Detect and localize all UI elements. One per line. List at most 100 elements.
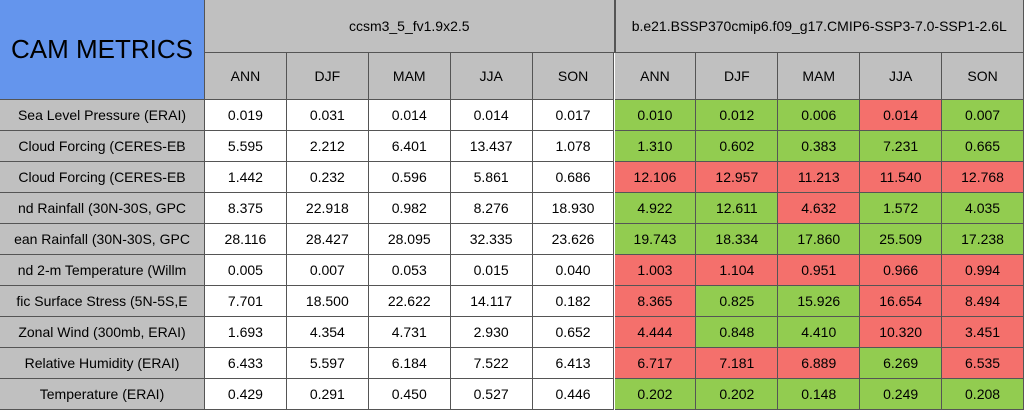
metric-value: 4.354	[286, 317, 369, 348]
row-label: Cloud Forcing (CERES-EB	[0, 131, 205, 162]
metric-value: 0.291	[286, 379, 369, 410]
metric-value: 11.540	[860, 162, 943, 193]
metric-value: 28.095	[368, 224, 451, 255]
metric-value: 0.053	[368, 255, 451, 286]
column-header: DJF	[286, 53, 369, 100]
metric-value: 0.031	[286, 100, 369, 131]
metric-value: 1.442	[205, 162, 287, 193]
metric-value: 0.007	[942, 100, 1024, 131]
column-header: MAM	[778, 53, 861, 100]
column-header: MAM	[368, 53, 451, 100]
metric-value: 0.848	[696, 317, 779, 348]
row-label: Relative Humidity (ERAI)	[0, 348, 205, 379]
metric-value: 28.427	[286, 224, 369, 255]
column-header: SON	[942, 53, 1024, 100]
metric-value: 7.522	[450, 348, 533, 379]
metric-value: 2.930	[450, 317, 533, 348]
metric-value: 18.500	[286, 286, 369, 317]
column-header: ANN	[205, 53, 287, 100]
metric-value: 0.383	[778, 131, 861, 162]
table-title: CAM METRICS	[0, 0, 205, 100]
metric-value: 4.731	[368, 317, 451, 348]
metric-value: 5.861	[450, 162, 533, 193]
metric-value: 6.433	[205, 348, 287, 379]
metric-value: 0.005	[205, 255, 287, 286]
row-label: Temperature (ERAI)	[0, 379, 205, 410]
metric-value: 8.375	[205, 193, 287, 224]
metric-value: 12.768	[942, 162, 1024, 193]
metric-value: 2.212	[286, 131, 369, 162]
metric-value: 0.012	[696, 100, 779, 131]
metric-value: 0.665	[942, 131, 1024, 162]
metric-value: 12.957	[696, 162, 779, 193]
metric-value: 1.104	[696, 255, 779, 286]
row-label: nd Rainfall (30N-30S, GPC	[0, 193, 205, 224]
metric-value: 8.494	[942, 286, 1024, 317]
metric-value: 0.232	[286, 162, 369, 193]
metric-value: 12.611	[696, 193, 779, 224]
metric-value: 32.335	[450, 224, 533, 255]
column-header: JJA	[860, 53, 943, 100]
metric-value: 25.509	[860, 224, 943, 255]
column-header: DJF	[696, 53, 779, 100]
row-label: nd 2-m Temperature (Willm	[0, 255, 205, 286]
column-header: JJA	[450, 53, 533, 100]
metric-value: 7.701	[205, 286, 287, 317]
metric-value: 1.310	[614, 131, 697, 162]
metric-value: 22.622	[368, 286, 451, 317]
row-label: ean Rainfall (30N-30S, GPC	[0, 224, 205, 255]
metric-value: 0.007	[286, 255, 369, 286]
metric-value: 23.626	[532, 224, 615, 255]
metric-value: 0.015	[450, 255, 533, 286]
metric-value: 4.922	[614, 193, 697, 224]
metric-value: 0.602	[696, 131, 779, 162]
metric-value: 8.365	[614, 286, 697, 317]
metric-value: 6.717	[614, 348, 697, 379]
metric-value: 0.040	[532, 255, 615, 286]
metric-value: 0.006	[778, 100, 861, 131]
metric-value: 8.276	[450, 193, 533, 224]
metric-value: 6.535	[942, 348, 1024, 379]
metric-value: 6.413	[532, 348, 615, 379]
metric-value: 28.116	[205, 224, 287, 255]
metric-value: 15.926	[778, 286, 861, 317]
metric-value: 4.444	[614, 317, 697, 348]
metric-value: 0.686	[532, 162, 615, 193]
metric-value: 0.019	[205, 100, 287, 131]
metric-value: 11.213	[778, 162, 861, 193]
group-header: ccsm3_5_fv1.9x2.5	[205, 0, 615, 53]
metric-value: 1.003	[614, 255, 697, 286]
metric-value: 4.410	[778, 317, 861, 348]
metric-value: 0.450	[368, 379, 451, 410]
metric-value: 0.951	[778, 255, 861, 286]
metric-value: 5.597	[286, 348, 369, 379]
metric-value: 0.982	[368, 193, 451, 224]
metric-value: 10.320	[860, 317, 943, 348]
metric-value: 0.825	[696, 286, 779, 317]
metric-value: 0.148	[778, 379, 861, 410]
metric-value: 16.654	[860, 286, 943, 317]
metric-value: 17.860	[778, 224, 861, 255]
metric-value: 6.184	[368, 348, 451, 379]
metric-value: 13.437	[450, 131, 533, 162]
metric-value: 0.596	[368, 162, 451, 193]
metric-value: 5.595	[205, 131, 287, 162]
metric-value: 7.231	[860, 131, 943, 162]
metric-value: 0.994	[942, 255, 1024, 286]
row-label: Sea Level Pressure (ERAI)	[0, 100, 205, 131]
metric-value: 0.208	[942, 379, 1024, 410]
metric-value: 18.930	[532, 193, 615, 224]
metric-value: 4.632	[778, 193, 861, 224]
metric-value: 18.334	[696, 224, 779, 255]
metric-value: 0.446	[532, 379, 615, 410]
metric-value: 0.182	[532, 286, 615, 317]
metric-value: 0.014	[368, 100, 451, 131]
group-header: b.e21.BSSP370cmip6.f09_g17.CMIP6-SSP3-7.…	[614, 0, 1024, 53]
metric-value: 0.527	[450, 379, 533, 410]
metric-value: 17.238	[942, 224, 1024, 255]
metric-value: 4.035	[942, 193, 1024, 224]
metric-value: 0.652	[532, 317, 615, 348]
metric-value: 1.693	[205, 317, 287, 348]
metric-value: 6.401	[368, 131, 451, 162]
metric-value: 22.918	[286, 193, 369, 224]
